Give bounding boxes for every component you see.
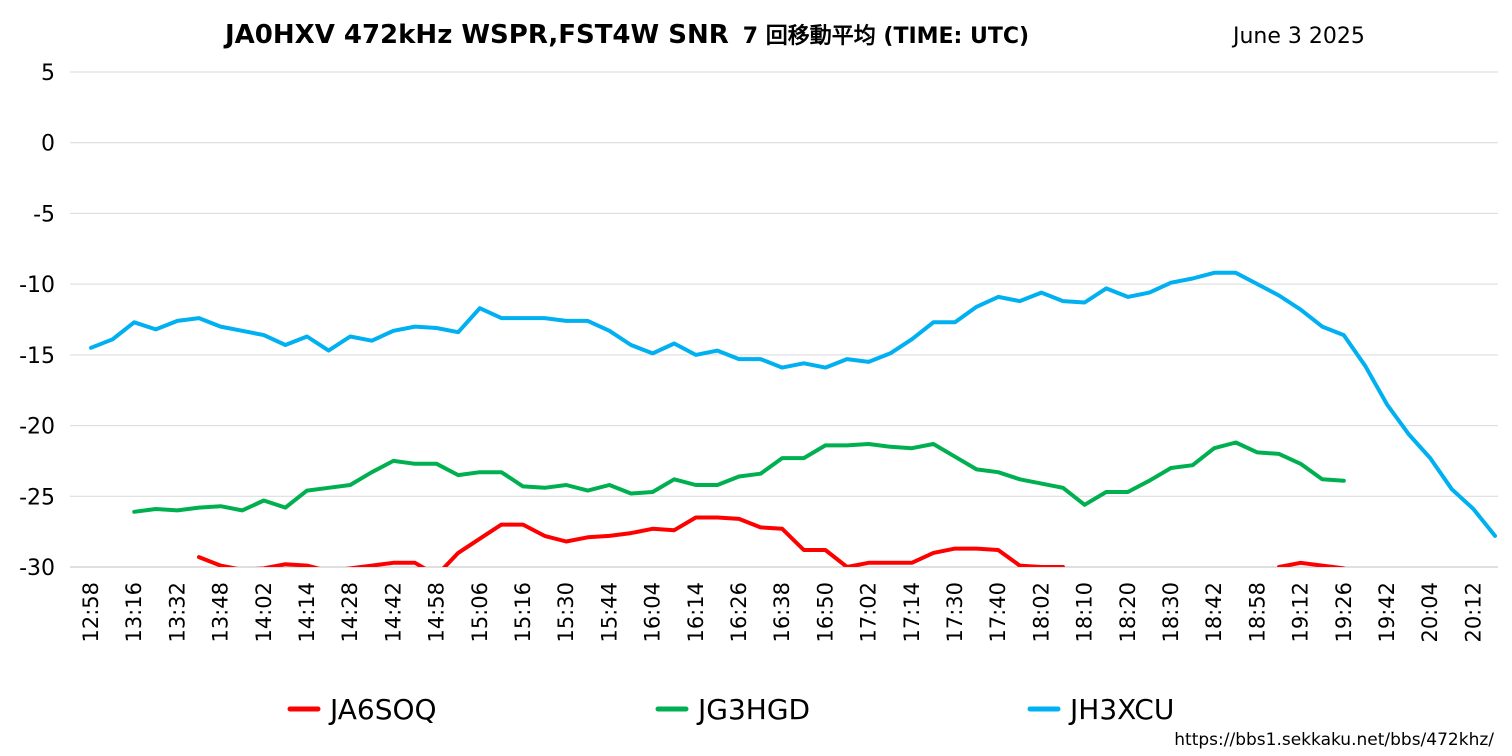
x-tick-label: 14:58 [425,582,449,643]
x-tick-label: 17:02 [857,582,881,643]
x-tick-label: 15:06 [468,582,492,643]
x-tick-label: 18:42 [1202,582,1226,643]
x-tick-label: 20:12 [1461,582,1485,643]
legend-label: JG3HGD [696,693,810,726]
x-tick-label: 14:14 [295,582,319,643]
series-line-ja6soq [197,515,1346,567]
x-tick-label: 17:40 [986,582,1010,643]
y-tick-label: -20 [19,415,55,440]
x-tick-label: 13:16 [122,582,146,643]
x-tick-label: 13:48 [209,582,233,643]
x-tick-label: 16:50 [813,582,837,643]
x-tick-label: 19:42 [1375,582,1399,643]
x-tick-label: 15:44 [597,582,621,643]
x-tick-label: 12:58 [79,582,103,643]
chart-date: June 3 2025 [1231,24,1365,49]
x-tick-label: 20:04 [1418,582,1442,643]
y-tick-label: -10 [19,273,55,298]
y-tick-label: -5 [33,202,55,227]
legend: JA6SOQ JG3HGD JH3XCU [287,693,1174,726]
series-line-jh3xcu [89,270,1497,538]
x-tick-label: 16:14 [684,582,708,643]
x-tick-label: 16:26 [727,582,751,643]
series-lines [89,270,1497,567]
x-tick-label: 19:26 [1332,582,1356,643]
y-tick-label: -15 [19,344,55,369]
legend-label: JH3XCU [1068,693,1174,726]
y-axis-ticks: 5 0 -5 -10 -15 -20 -25 -30 [19,61,55,581]
x-tick-label: 14:02 [252,582,276,643]
y-tick-label: 0 [41,132,55,157]
x-tick-label: 18:10 [1073,582,1097,643]
source-url: https://bbs1.sekkaku.net/bbs/472khz/ [1174,730,1494,750]
legend-label: JA6SOQ [328,693,437,726]
x-axis-ticks: 12:58 13:16 13:32 13:48 14:02 14:14 14:28 14:42… [79,582,1485,643]
x-tick-label: 13:32 [165,582,189,643]
chart-title: JA0HXV 472kHz WSPR,FST4W SNR 7 回移動平均 (TIM… [223,20,1029,50]
x-tick-label: 14:42 [381,582,405,643]
y-tick-label: -30 [19,556,55,581]
y-tick-label: -25 [19,485,55,510]
x-tick-label: 18:30 [1159,582,1183,643]
x-tick-label: 18:02 [1029,582,1053,643]
x-tick-label: 19:12 [1289,582,1313,643]
series-line-jg3hgd [132,440,1346,514]
x-tick-label: 17:14 [900,582,924,643]
x-tick-label: 14:28 [338,582,362,643]
x-tick-label: 15:16 [511,582,535,643]
y-tick-label: 5 [41,61,55,86]
x-tick-label: 17:30 [943,582,967,643]
x-tick-label: 16:04 [641,582,665,643]
x-tick-label: 16:38 [770,582,794,643]
x-tick-label: 18:20 [1116,582,1140,643]
x-tick-label: 18:58 [1245,582,1269,643]
x-tick-label: 15:30 [554,582,578,643]
